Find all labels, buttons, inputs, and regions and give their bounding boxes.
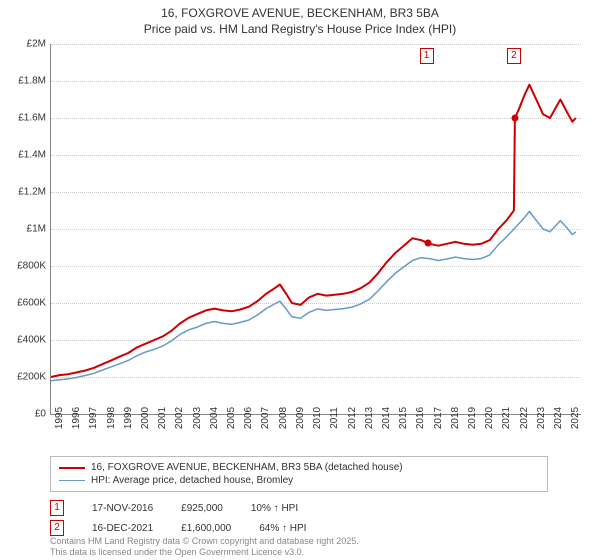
xtick-label: 2014 [381,407,392,429]
ytick-label: £400K [2,335,46,346]
footer-copyright: Contains HM Land Registry data © Crown c… [50,536,359,547]
xtick-label: 2008 [278,407,289,429]
transaction-annotations: 1 17-NOV-2016 £925,000 10% ↑ HPI 2 16-DE… [50,498,306,538]
ytick-label: £800K [2,261,46,272]
xtick-label: 2022 [519,407,530,429]
xtick-label: 2023 [536,407,547,429]
legend-item: HPI: Average price, detached house, Brom… [59,474,539,487]
legend-swatch [59,480,85,481]
annotation-row: 1 17-NOV-2016 £925,000 10% ↑ HPI [50,498,306,518]
ytick-label: £2M [2,39,46,50]
xtick-label: 2003 [192,407,203,429]
xtick-label: 2017 [433,407,444,429]
legend-item: 16, FOXGROVE AVENUE, BECKENHAM, BR3 5BA … [59,461,539,474]
ytick-label: £1M [2,224,46,235]
xtick-label: 2020 [484,407,495,429]
xtick-label: 1999 [123,407,134,429]
ytick-label: £1.6M [2,113,46,124]
footer: Contains HM Land Registry data © Crown c… [50,536,359,558]
xtick-label: 1996 [71,407,82,429]
annotation-price: £1,600,000 [181,523,231,534]
xtick-label: 2011 [329,407,340,429]
annotation-marker: 1 [50,500,64,516]
ytick-label: £600K [2,298,46,309]
annotation-marker: 2 [50,520,64,536]
plot-area [50,44,581,415]
ytick-label: £1.2M [2,187,46,198]
xtick-label: 1995 [54,407,65,429]
footer-licence: This data is licensed under the Open Gov… [50,547,359,558]
marker-callout: 1 [420,48,434,64]
xtick-label: 2016 [415,407,426,429]
title-line1: 16, FOXGROVE AVENUE, BECKENHAM, BR3 5BA [0,6,600,22]
chart-title: 16, FOXGROVE AVENUE, BECKENHAM, BR3 5BA … [0,0,600,37]
xtick-label: 1998 [106,407,117,429]
marker-callout: 2 [507,48,521,64]
ytick-label: £1.8M [2,76,46,87]
xtick-label: 2013 [364,407,375,429]
xtick-label: 2012 [347,407,358,429]
xtick-label: 2005 [226,407,237,429]
marker-dot [511,115,518,122]
xtick-label: 1997 [88,407,99,429]
xtick-label: 2004 [209,407,220,429]
xtick-label: 2007 [260,407,271,429]
xtick-label: 2002 [174,407,185,429]
xtick-label: 2025 [570,407,581,429]
xtick-label: 2010 [312,407,323,429]
xtick-label: 2019 [467,407,478,429]
ytick-label: £0 [2,409,46,420]
ytick-label: £1.4M [2,150,46,161]
legend-label: 16, FOXGROVE AVENUE, BECKENHAM, BR3 5BA … [91,462,403,473]
annotation-date: 16-DEC-2021 [92,523,153,534]
annotation-date: 17-NOV-2016 [92,503,153,514]
xtick-label: 2000 [140,407,151,429]
chart-lines [51,44,581,414]
legend: 16, FOXGROVE AVENUE, BECKENHAM, BR3 5BA … [50,456,548,492]
xtick-label: 2015 [398,407,409,429]
legend-label: HPI: Average price, detached house, Brom… [91,475,293,486]
series-price_paid [51,85,576,377]
xtick-label: 2006 [243,407,254,429]
chart-container: 16, FOXGROVE AVENUE, BECKENHAM, BR3 5BA … [0,0,600,560]
annotation-delta: 10% ↑ HPI [251,503,298,514]
ytick-label: £200K [2,372,46,383]
xtick-label: 2024 [553,407,564,429]
title-line2: Price paid vs. HM Land Registry's House … [0,22,600,38]
xtick-label: 2018 [450,407,461,429]
marker-dot [424,239,431,246]
annotation-delta: 64% ↑ HPI [259,523,306,534]
xtick-label: 2009 [295,407,306,429]
legend-swatch [59,467,85,469]
xtick-label: 2001 [157,407,168,429]
annotation-price: £925,000 [181,503,223,514]
annotation-row: 2 16-DEC-2021 £1,600,000 64% ↑ HPI [50,518,306,538]
xtick-label: 2021 [501,407,512,429]
